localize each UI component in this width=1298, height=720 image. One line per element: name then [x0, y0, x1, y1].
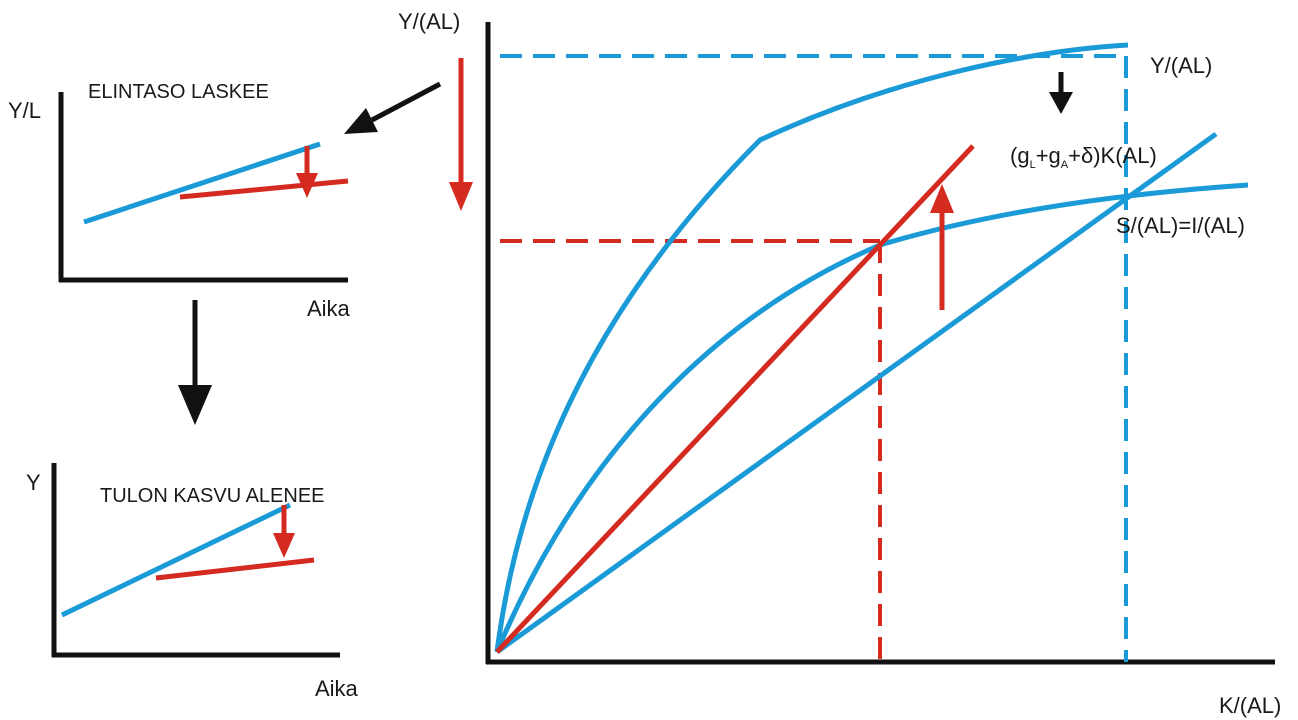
bottom-inset-red-trend [155, 557, 315, 581]
red-up-arrow [930, 184, 954, 310]
bottom-inset-title: TULON KASVU ALENEE [100, 485, 325, 507]
black-down-arrow-small [1049, 72, 1073, 114]
bottom-inset-blue-trend [60, 502, 292, 618]
black-arrow-to-top-inset [344, 81, 442, 134]
new-depreciation-line-red [495, 144, 975, 654]
top-inset-y-label: Y/L [8, 98, 41, 123]
top-inset-title: ELINTASO LASKEE [88, 81, 269, 103]
savings-curve [494, 182, 1249, 653]
top-inset-blue-trend [83, 141, 321, 225]
depreciation-line-label: (gL+gA+δ)K(AL) [1010, 143, 1157, 171]
main-diagram: Y/(AL) K/(AL) Y/(AL) S/(AL)=I/(AL) (gL+g… [398, 9, 1281, 718]
bottom-inset-x-label: Aika [315, 676, 359, 701]
top-inset-red-down-arrow [296, 146, 318, 198]
red-down-arrow-left [449, 58, 473, 211]
bottom-inset-y-label: Y [26, 470, 41, 495]
black-arrow-down-between-insets [178, 300, 212, 425]
output-curve-label: Y/(AL) [1150, 53, 1212, 78]
top-inset: Y/L ELINTASO LASKEE Aika [8, 81, 351, 321]
bottom-inset: Y TULON KASVU ALENEE Aika [26, 463, 359, 701]
top-inset-red-trend [179, 178, 349, 200]
main-x-axis-label: K/(AL) [1219, 693, 1281, 718]
main-y-axis-label: Y/(AL) [398, 9, 460, 34]
savings-curve-label: S/(AL)=I/(AL) [1116, 213, 1245, 238]
depreciation-line [495, 131, 1218, 655]
top-inset-x-label: Aika [307, 296, 351, 321]
bottom-inset-red-down-arrow [273, 505, 295, 558]
output-curve [494, 42, 1129, 653]
